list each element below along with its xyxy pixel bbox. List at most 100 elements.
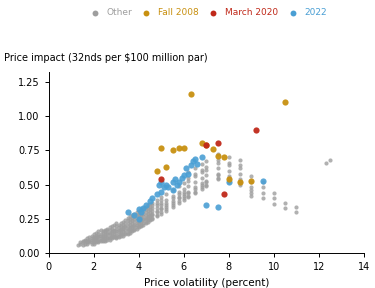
Point: [127, 222, 133, 227]
Point: [111, 235, 117, 239]
Point: [131, 214, 137, 219]
Point: [106, 236, 112, 241]
Point: [203, 184, 209, 188]
Point: [237, 166, 243, 170]
Point: [122, 218, 128, 223]
Point: [163, 204, 169, 209]
Point: [138, 219, 144, 224]
Point: [214, 173, 220, 177]
Point: [109, 226, 115, 231]
Point: [176, 195, 182, 199]
Point: [104, 237, 110, 242]
Point: [116, 225, 122, 230]
Point: [98, 236, 104, 241]
Point: [129, 213, 135, 217]
Point: [163, 192, 169, 197]
Point: [145, 209, 151, 213]
Point: [95, 235, 101, 239]
Point: [140, 217, 146, 221]
Point: [163, 198, 169, 202]
Point: [82, 237, 88, 242]
Point: [214, 160, 220, 165]
Point: [124, 232, 130, 236]
Point: [156, 182, 162, 187]
Point: [127, 229, 133, 234]
Point: [293, 204, 299, 209]
Point: [154, 203, 160, 208]
Point: [149, 209, 155, 213]
Point: [149, 203, 155, 208]
Point: [181, 198, 187, 202]
Point: [106, 235, 112, 239]
Point: [127, 225, 133, 230]
Point: [214, 158, 220, 162]
Point: [84, 236, 90, 241]
Point: [140, 206, 146, 210]
Point: [154, 206, 160, 210]
Point: [140, 209, 146, 213]
Point: [122, 230, 128, 235]
Point: [113, 221, 119, 226]
Point: [138, 210, 144, 215]
Point: [210, 147, 216, 151]
Point: [129, 225, 135, 230]
Point: [176, 192, 182, 197]
Point: [192, 166, 198, 170]
Point: [80, 239, 86, 243]
Point: [158, 200, 164, 205]
Point: [134, 225, 140, 230]
Point: [104, 228, 110, 232]
Point: [88, 236, 94, 241]
Point: [147, 214, 153, 219]
Point: [154, 210, 160, 215]
Point: [93, 230, 99, 235]
Point: [145, 214, 151, 219]
Point: [134, 218, 140, 223]
Point: [322, 160, 328, 165]
Point: [181, 189, 187, 194]
Point: [140, 211, 146, 216]
Point: [147, 204, 153, 209]
Point: [214, 177, 220, 181]
Point: [124, 224, 130, 228]
Point: [120, 219, 126, 224]
Point: [214, 166, 220, 170]
Point: [131, 228, 137, 232]
Point: [122, 225, 128, 230]
Point: [226, 169, 232, 173]
Point: [226, 163, 232, 168]
Point: [226, 180, 232, 184]
Point: [154, 209, 160, 213]
Point: [127, 230, 133, 235]
Point: [134, 221, 140, 226]
Point: [199, 182, 205, 187]
Point: [188, 163, 194, 168]
Point: [260, 178, 266, 183]
Point: [129, 229, 135, 234]
Point: [95, 232, 101, 236]
Point: [91, 236, 97, 241]
Point: [86, 240, 92, 245]
Point: [122, 224, 128, 228]
Point: [170, 188, 176, 192]
Point: [158, 198, 164, 202]
Point: [248, 188, 254, 192]
Point: [109, 233, 115, 238]
Point: [129, 228, 135, 232]
Point: [109, 236, 115, 241]
Point: [113, 224, 119, 228]
Point: [127, 217, 133, 221]
Point: [181, 187, 187, 191]
Point: [136, 221, 142, 226]
Point: [214, 204, 220, 209]
Point: [203, 164, 209, 169]
Point: [93, 237, 99, 242]
Point: [199, 162, 205, 166]
Point: [194, 162, 200, 166]
Point: [88, 233, 94, 238]
Point: [95, 239, 101, 243]
Point: [80, 243, 86, 247]
Point: [127, 214, 133, 219]
Point: [170, 194, 176, 198]
Point: [86, 239, 92, 243]
